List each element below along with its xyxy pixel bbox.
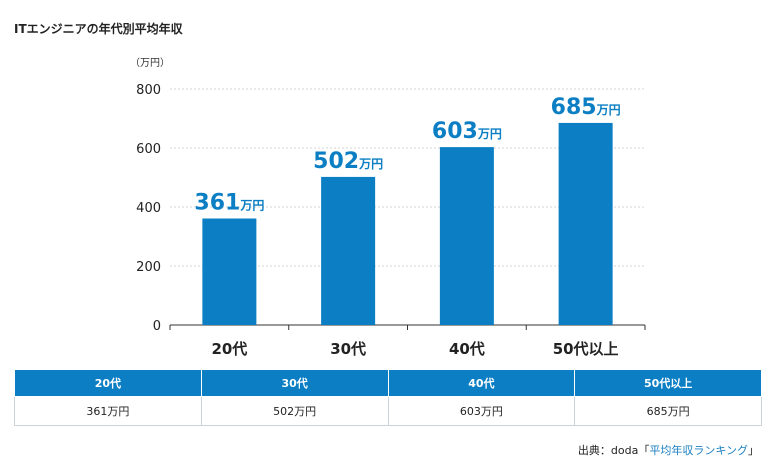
x-tick-label: 50代以上 bbox=[553, 340, 619, 358]
data-label: 502万円 bbox=[313, 149, 383, 174]
table-header-cell: 50代以上 bbox=[574, 369, 762, 397]
data-label: 603万円 bbox=[432, 119, 502, 144]
x-tick-label: 40代 bbox=[449, 340, 485, 358]
table-cell: 685万円 bbox=[574, 396, 762, 426]
bar-chart: （万円） 0 200 400 600 800 361万円 20代 502万円 30代 603万円 40… bbox=[130, 57, 646, 358]
table-header-cell: 40代 bbox=[387, 369, 576, 397]
bar bbox=[558, 122, 613, 325]
x-tick-label: 20代 bbox=[211, 340, 247, 358]
table-cell: 502万円 bbox=[200, 396, 389, 426]
table-header-cell: 30代 bbox=[200, 369, 389, 397]
x-tick-label: 30代 bbox=[330, 340, 366, 358]
source-link[interactable]: 平均年収ランキング bbox=[649, 444, 748, 457]
bar bbox=[202, 218, 257, 325]
source-prefix: 出典：doda bbox=[577, 444, 639, 457]
bar bbox=[439, 147, 494, 325]
y-tick-label: 400 bbox=[136, 201, 161, 216]
source-credit: 出典：doda「平均年収ランキング」 bbox=[578, 442, 759, 458]
table-cell: 603万円 bbox=[387, 396, 576, 426]
y-tick-label: 200 bbox=[136, 260, 161, 275]
data-label: 361万円 bbox=[194, 191, 264, 216]
table-header-cell: 20代 bbox=[14, 369, 202, 397]
table-cell: 361万円 bbox=[14, 396, 202, 426]
y-tick-label: 0 bbox=[153, 319, 161, 334]
data-label: 685万円 bbox=[551, 95, 621, 120]
summary-table: 20代 30代 40代 50代以上 361万円 502万円 603万円 685万… bbox=[14, 369, 762, 426]
y-axis-unit-label: （万円） bbox=[130, 57, 170, 69]
table-header-row: 20代 30代 40代 50代以上 bbox=[14, 369, 762, 397]
chart-title: ITエンジニアの年代別平均年収 bbox=[14, 22, 183, 36]
table-row: 361万円 502万円 603万円 685万円 bbox=[14, 396, 762, 426]
source-bracket-close: 」 bbox=[748, 444, 759, 457]
source-bracket-open: 「 bbox=[638, 444, 650, 457]
y-tick-label: 600 bbox=[136, 142, 161, 157]
y-tick-label: 800 bbox=[136, 83, 161, 98]
bar bbox=[321, 176, 376, 325]
